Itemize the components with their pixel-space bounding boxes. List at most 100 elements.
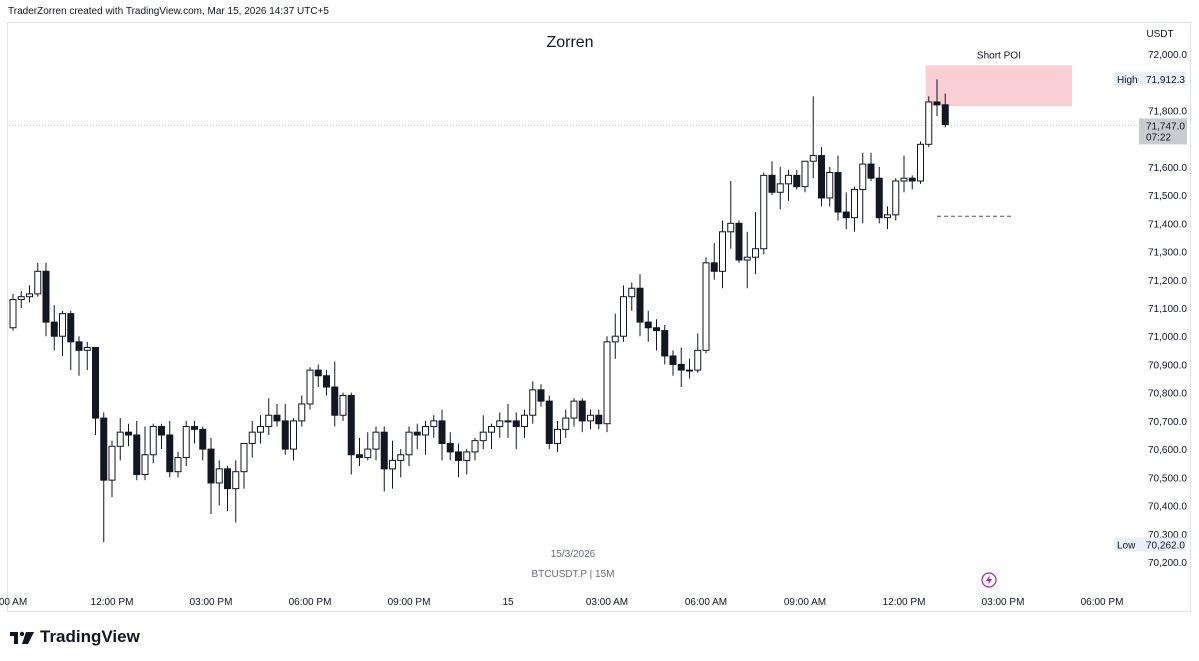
tradingview-logo[interactable]: TradingView xyxy=(10,627,140,647)
candle-body[interactable] xyxy=(842,211,850,219)
candle-body[interactable] xyxy=(826,172,834,199)
candle-body[interactable] xyxy=(26,293,33,298)
candle-body[interactable] xyxy=(471,440,479,453)
candle-body[interactable] xyxy=(455,451,462,461)
candle-body[interactable] xyxy=(636,287,644,323)
candle-body[interactable] xyxy=(785,174,792,185)
candle-body[interactable] xyxy=(776,183,784,193)
candle-body[interactable] xyxy=(339,394,347,416)
candle-body[interactable] xyxy=(257,426,264,433)
candle-body[interactable] xyxy=(50,321,58,337)
candle-body[interactable] xyxy=(933,101,941,106)
candle-body[interactable] xyxy=(834,172,842,213)
candle-body[interactable] xyxy=(108,445,116,481)
candle-body[interactable] xyxy=(191,426,198,430)
candle-body[interactable] xyxy=(323,375,330,388)
candle-body[interactable] xyxy=(578,400,586,422)
candle-body[interactable] xyxy=(125,431,132,436)
candle-body[interactable] xyxy=(488,426,495,433)
candle-body[interactable] xyxy=(463,451,471,461)
candle-body[interactable] xyxy=(281,420,289,450)
candle-body[interactable] xyxy=(17,296,25,301)
candle-body[interactable] xyxy=(529,389,537,416)
candle-body[interactable] xyxy=(207,448,215,484)
candle-body[interactable] xyxy=(83,347,91,351)
candle-body[interactable] xyxy=(595,414,603,425)
candle-body[interactable] xyxy=(422,426,429,436)
candle-body[interactable] xyxy=(496,420,504,428)
candle-body[interactable] xyxy=(314,369,322,377)
candle-body[interactable] xyxy=(290,420,297,450)
candle-body[interactable] xyxy=(42,270,50,323)
candle-body[interactable] xyxy=(298,403,306,422)
candle-body[interactable] xyxy=(34,270,42,295)
candle-body[interactable] xyxy=(100,417,108,481)
candle-body[interactable] xyxy=(603,341,611,425)
candle-body[interactable] xyxy=(215,468,223,484)
candle-body[interactable] xyxy=(199,428,207,450)
candle-body[interactable] xyxy=(248,431,256,444)
candle-body[interactable] xyxy=(653,327,660,332)
candle-body[interactable] xyxy=(545,400,553,444)
candle-body[interactable] xyxy=(232,471,240,490)
candle-body[interactable] xyxy=(389,459,396,470)
candle-body[interactable] xyxy=(694,349,702,371)
candle-body[interactable] xyxy=(587,414,594,422)
candle-body[interactable] xyxy=(331,386,339,416)
candle-body[interactable] xyxy=(512,420,520,428)
candle-body[interactable] xyxy=(158,426,165,436)
candle-body[interactable] xyxy=(67,313,75,343)
candle-body[interactable] xyxy=(875,177,883,219)
candle-body[interactable] xyxy=(686,369,693,372)
candle-body[interactable] xyxy=(900,177,908,182)
candle-body[interactable] xyxy=(75,341,83,351)
candle-body[interactable] xyxy=(59,313,66,337)
candle-body[interactable] xyxy=(273,414,281,422)
candle-body[interactable] xyxy=(405,431,413,456)
short-poi-zone[interactable] xyxy=(925,65,1072,107)
candle-body[interactable] xyxy=(702,262,710,351)
candle-body[interactable] xyxy=(364,448,372,459)
candle-body[interactable] xyxy=(570,400,578,419)
candle-body[interactable] xyxy=(620,296,627,337)
candle-body[interactable] xyxy=(710,262,718,272)
candle-body[interactable] xyxy=(174,457,182,473)
candle-body[interactable] xyxy=(752,248,759,258)
candle-body[interactable] xyxy=(908,177,916,182)
candle-body[interactable] xyxy=(265,414,273,428)
candle-body[interactable] xyxy=(628,287,636,298)
candle-body[interactable] xyxy=(941,104,949,126)
candle-body[interactable] xyxy=(611,335,619,343)
candle-body[interactable] xyxy=(166,434,174,473)
candle-body[interactable] xyxy=(884,214,891,219)
candle-body[interactable] xyxy=(644,321,652,329)
candle-body[interactable] xyxy=(809,155,817,162)
candle-body[interactable] xyxy=(562,417,570,430)
candle-body[interactable] xyxy=(116,431,124,447)
candle-body[interactable] xyxy=(430,420,438,428)
candle-body[interactable] xyxy=(727,222,735,233)
candle-body[interactable] xyxy=(347,394,355,456)
candle-body[interactable] xyxy=(793,174,801,188)
chart-frame[interactable] xyxy=(7,22,1191,612)
candle-body[interactable] xyxy=(735,222,743,261)
lightning-icon[interactable] xyxy=(981,572,997,588)
candle-body[interactable] xyxy=(224,468,231,490)
candle-body[interactable] xyxy=(521,414,528,428)
candle-body[interactable] xyxy=(867,163,875,179)
candle-body[interactable] xyxy=(537,389,545,402)
candle-body[interactable] xyxy=(380,431,388,470)
candle-body[interactable] xyxy=(397,454,405,461)
candle-body[interactable] xyxy=(133,434,141,476)
candle-body[interactable] xyxy=(372,431,380,450)
candle-body[interactable] xyxy=(661,330,669,357)
candle-body[interactable] xyxy=(9,299,17,329)
candle-body[interactable] xyxy=(719,231,726,272)
candle-body[interactable] xyxy=(446,442,454,453)
candle-body[interactable] xyxy=(818,155,825,199)
candle-body[interactable] xyxy=(801,160,809,188)
candle-body[interactable] xyxy=(240,442,248,473)
candle-body[interactable] xyxy=(554,428,561,444)
candle-body[interactable] xyxy=(669,355,677,365)
